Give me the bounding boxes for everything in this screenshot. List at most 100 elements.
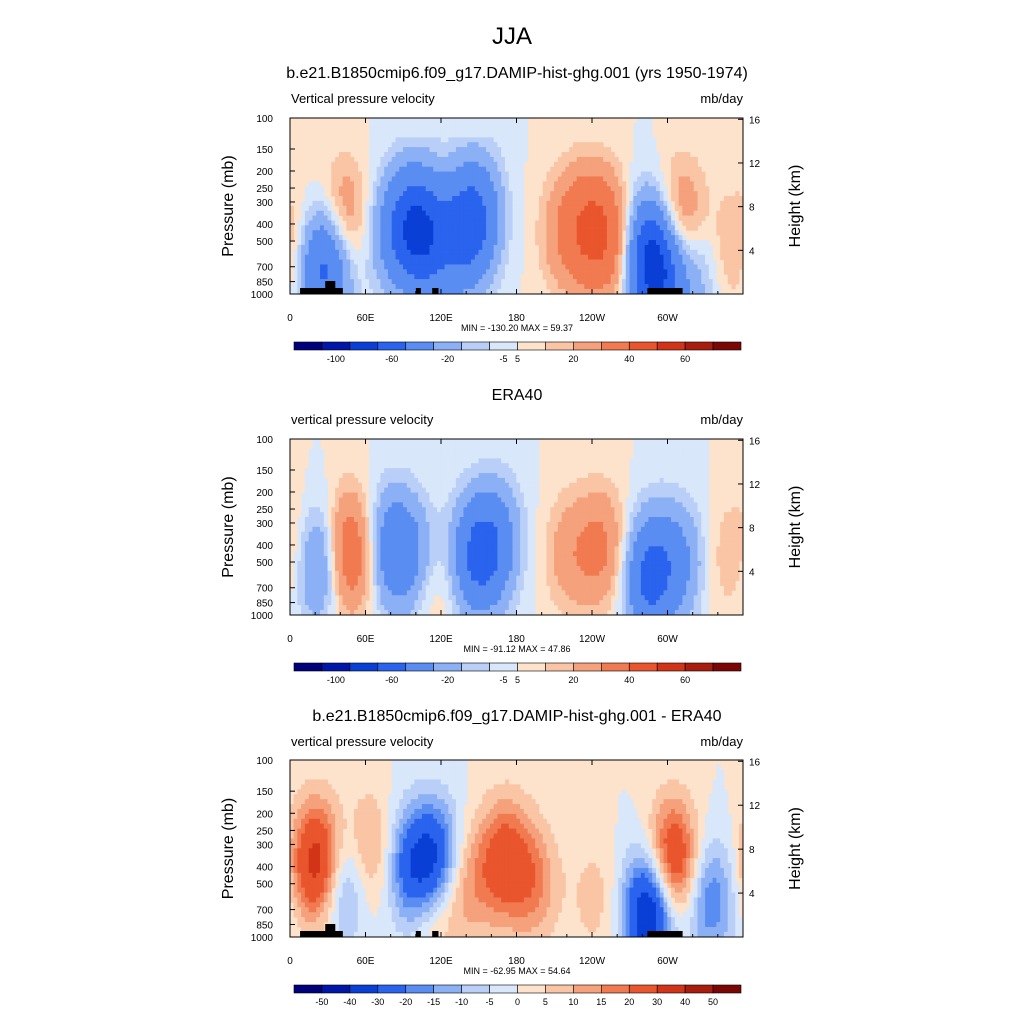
x-tick-label: 180: [508, 313, 525, 324]
colorbar-label: -60: [385, 354, 398, 364]
colorbar-label: -10: [455, 997, 468, 1007]
panel-1: b.e21.B1850cmip6.f09_g17.DAMIP-hist-ghg.…: [220, 65, 804, 364]
colorbar-swatch: [712, 662, 742, 672]
panel-title: ERA40: [492, 387, 543, 404]
colorbar-swatch: [628, 984, 658, 994]
min-max-stats: MIN = -130.20 MAX = 59.37: [461, 323, 573, 333]
y2-tick-label: 4: [749, 567, 755, 578]
colorbar-label: 60: [680, 354, 690, 364]
colorbar-label: -20: [399, 997, 412, 1007]
colorbar-swatch: [321, 984, 351, 994]
colorbar-label: 5: [543, 997, 548, 1007]
panel-title: b.e21.B1850cmip6.f09_g17.DAMIP-hist-ghg.…: [312, 708, 721, 725]
colorbar-label: 40: [680, 997, 690, 1007]
colorbar-swatch: [461, 662, 490, 672]
colorbar-swatch: [461, 984, 490, 994]
y-tick-label: 1000: [251, 933, 274, 944]
colorbar-label: -5: [500, 354, 508, 364]
y-tick-label: 400: [256, 220, 273, 231]
colorbar-swatch: [433, 341, 462, 351]
colorbar-swatch: [349, 662, 379, 672]
colorbar-swatch: [293, 341, 323, 351]
colorbar-swatch: [405, 662, 434, 672]
x-tick-label: 180: [508, 634, 525, 645]
colorbar-label: -100: [327, 354, 345, 364]
colorbar-label: -40: [343, 997, 356, 1007]
topography-mask: [415, 931, 421, 937]
figure-title: JJA: [492, 23, 532, 50]
colorbar-label: 5: [515, 354, 520, 364]
y-tick-label: 150: [256, 466, 273, 477]
colorbar: -50 -40 -30 -20 -15 -10 -5 0 5 10 15 20 30 40 50: [293, 984, 742, 1007]
colorbar-label: 20: [624, 997, 634, 1007]
colorbar-swatch: [684, 662, 714, 672]
x-tick-label: 120E: [429, 956, 453, 967]
right-subtitle: mb/day: [700, 734, 743, 749]
panel-2: ERA40 vertical pressure velocity mb/day 100…: [220, 387, 804, 685]
colorbar-swatch: [545, 341, 574, 351]
x-tick-label: 0: [287, 634, 293, 645]
x-tick-label: 60W: [657, 313, 678, 324]
colorbar-swatch: [545, 984, 574, 994]
y-tick-label: 300: [256, 840, 273, 851]
x-tick-label: 60E: [357, 313, 375, 324]
field-panel-1: [290, 118, 743, 294]
y2-tick-label: 16: [749, 436, 761, 447]
colorbar-swatch: [628, 341, 658, 351]
y-tick-label: 500: [256, 237, 273, 248]
y-axis-label: Pressure (mb): [220, 476, 237, 577]
topography-mask: [300, 288, 343, 294]
colorbar-swatch: [601, 341, 630, 351]
x-tick-label: 60E: [357, 634, 375, 645]
topography-mask: [432, 288, 439, 294]
topography-mask: [300, 931, 343, 937]
left-subtitle: vertical pressure velocity: [291, 412, 434, 427]
left-subtitle: vertical pressure velocity: [291, 734, 434, 749]
colorbar-swatch: [573, 662, 602, 672]
y-tick-label: 250: [256, 505, 273, 516]
colorbar-swatch: [601, 984, 630, 994]
colorbar-swatch: [433, 662, 462, 672]
colorbar: -100 -60 -20 -5 5 20 40 60: [293, 341, 742, 364]
colorbar-swatch: [712, 341, 742, 351]
colorbar-label: -20: [441, 354, 454, 364]
colorbar-label: 40: [624, 675, 634, 685]
colorbar-swatch: [656, 984, 686, 994]
colorbar-swatch: [712, 984, 742, 994]
colorbar-label: 5: [515, 675, 520, 685]
y2-tick-label: 8: [749, 845, 755, 856]
colorbar-label: 15: [596, 997, 606, 1007]
topography-mask: [647, 288, 683, 294]
colorbar-label: -5: [500, 675, 508, 685]
colorbar-swatch: [489, 984, 518, 994]
y-tick-label: 500: [256, 880, 273, 891]
y-tick-label: 700: [256, 584, 273, 595]
y2-tick-label: 4: [749, 889, 755, 900]
y-tick-label: 100: [256, 114, 273, 125]
y-tick-label: 100: [256, 435, 273, 446]
y-tick-label: 850: [256, 921, 273, 932]
y-tick-label: 200: [256, 809, 273, 820]
min-max-stats: MIN = -62.95 MAX = 54.64: [463, 966, 570, 976]
y-axis-label: Pressure (mb): [220, 798, 237, 899]
y-tick-label: 200: [256, 167, 273, 178]
y2-tick-label: 16: [749, 757, 761, 768]
y2-tick-label: 12: [749, 159, 761, 170]
panel-3: b.e21.B1850cmip6.f09_g17.DAMIP-hist-ghg.…: [220, 708, 804, 1007]
y2-tick-label: 8: [749, 524, 755, 535]
colorbar-swatch: [656, 662, 686, 672]
x-tick-label: 60E: [357, 956, 375, 967]
colorbar-swatch: [517, 341, 546, 351]
y-tick-label: 100: [256, 756, 273, 767]
colorbar-label: 30: [652, 997, 662, 1007]
colorbar-swatch: [628, 662, 658, 672]
colorbar-swatch: [405, 341, 434, 351]
y-axis-label: Pressure (mb): [220, 155, 237, 256]
y-tick-label: 850: [256, 599, 273, 610]
y-tick-label: 200: [256, 488, 273, 499]
y-tick-label: 1000: [251, 290, 274, 301]
colorbar-swatch: [573, 341, 602, 351]
topography-mask: [325, 281, 336, 288]
colorbar-swatch: [684, 341, 714, 351]
right-subtitle: mb/day: [700, 91, 743, 106]
